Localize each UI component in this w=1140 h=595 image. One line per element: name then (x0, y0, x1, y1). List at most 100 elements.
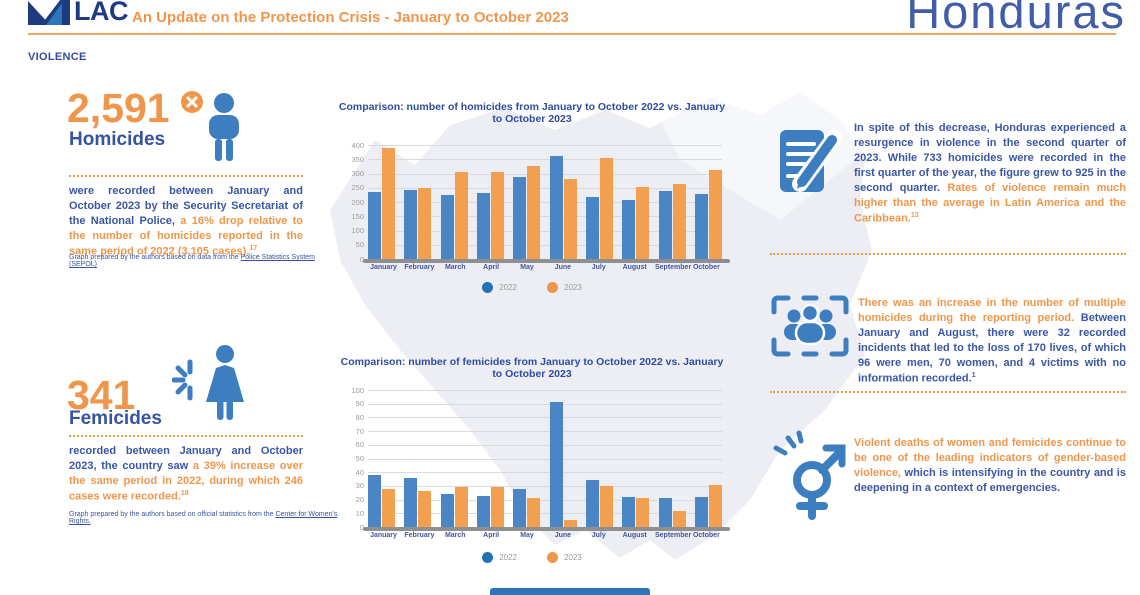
header-divider (28, 33, 1116, 35)
bar-2023-march (454, 171, 468, 259)
bar-group-june (549, 402, 577, 527)
month-label: March (444, 264, 466, 271)
femicides-source-note: Graph prepared by the authors based on o… (69, 511, 339, 525)
month-label: January (370, 532, 397, 539)
month-label: August (622, 264, 647, 271)
homicides-chart-title: Comparison: number of homicides from Jan… (338, 101, 726, 125)
bar-group-may (513, 488, 541, 527)
logo-text: LAC (74, 0, 129, 26)
bar-2023-september (672, 184, 686, 259)
bar-2023-may (527, 498, 541, 527)
bar-2022-october (694, 194, 708, 259)
source-link[interactable]: Center for Women's Rights. (69, 511, 338, 525)
y-axis-tick-label: 70 (355, 426, 364, 436)
y-axis-tick-label: 100 (351, 226, 364, 235)
y-axis-tick-label: 400 (351, 140, 364, 150)
bar-2022-april (476, 495, 490, 527)
bar-group-april (476, 487, 504, 527)
bar-2022-july (585, 197, 599, 259)
bar-2022-september (658, 190, 672, 259)
page-title: An Update on the Protection Crisis - Jan… (132, 9, 569, 26)
month-label: October (692, 532, 720, 539)
bar-group-march (440, 487, 468, 527)
bar-2023-september (672, 510, 686, 527)
legend-dot (547, 282, 558, 293)
bar-2023-april (490, 487, 504, 527)
bar-group-october (694, 484, 722, 527)
footnote-ref: 1 (971, 371, 976, 379)
text-segment: Between January and August, there were 3… (858, 311, 1126, 385)
gridline (368, 173, 722, 175)
bar-group-january (368, 148, 395, 259)
x-axis-line (363, 527, 730, 531)
dotted-divider (69, 435, 303, 437)
bar-group-september (658, 498, 686, 527)
logo: LAC (28, 0, 129, 26)
bar-group-march (440, 171, 468, 259)
bar-2022-march (440, 494, 454, 527)
femicides-chart-month-axis: January February March April May June July Augu… (368, 532, 722, 539)
bar-group-august (622, 187, 650, 259)
gender-violence-text: Violent deaths of women and femicides co… (854, 436, 1126, 496)
bar-2023-february (418, 491, 432, 527)
bar-2022-february (404, 190, 418, 259)
dotted-divider (770, 391, 1126, 393)
text-segment: recorded between January and October 202… (69, 445, 303, 472)
month-label: February (404, 264, 435, 271)
x-axis-line (363, 259, 730, 263)
femicides-label: Femicides (69, 408, 162, 429)
legend-label: 2022 (499, 553, 517, 562)
bar-2023-june (563, 520, 577, 527)
month-label: February (404, 532, 435, 539)
month-label: January (370, 264, 397, 271)
source-link[interactable]: Police Statistics System (SEPOL) (69, 254, 315, 268)
dotted-divider (770, 253, 1126, 255)
bar-2022-may (513, 488, 527, 527)
month-label: April (483, 532, 500, 539)
y-axis-tick-label: 10 (355, 508, 364, 518)
gridline (368, 244, 722, 246)
gridline (368, 458, 722, 460)
section-title-violence: VIOLENCE (28, 51, 87, 63)
month-label: October (692, 264, 720, 271)
month-label: July (591, 532, 606, 539)
footnote-ref: 18 (180, 489, 189, 497)
y-axis-tick-label: 20 (355, 495, 364, 505)
footer-bar (490, 588, 650, 595)
gridline (368, 390, 722, 391)
gender-symbol-icon (773, 430, 846, 520)
month-label: May (520, 532, 534, 539)
bar-2022-january (368, 474, 381, 527)
y-axis-tick-label: 250 (351, 183, 364, 193)
bar-2023-january (382, 148, 395, 259)
gridline (368, 403, 722, 405)
gridline (368, 513, 722, 515)
bar-2022-october (694, 496, 708, 527)
lac-logo-icon (28, 0, 70, 25)
gridline (368, 230, 722, 232)
y-axis-tick-label: 200 (351, 197, 364, 207)
homicides-source-note: Graph prepared by the authors based on d… (69, 254, 329, 268)
text-segment: were recorded between January and Octobe… (69, 185, 303, 227)
bar-2023-march (454, 487, 468, 527)
bar-group-august (622, 496, 650, 527)
y-axis-tick-label: 50 (355, 240, 364, 250)
bar-group-may (513, 165, 541, 259)
gridline (368, 216, 722, 218)
y-axis-tick-label: 300 (351, 169, 364, 178)
femicides-chart-title: Comparison: number of femicides from Jan… (340, 356, 724, 380)
text-segment: which is intensifying in the country and… (854, 466, 1126, 494)
note-pen-icon (780, 130, 842, 192)
bar-group-april (476, 172, 504, 259)
gridline (368, 499, 722, 501)
month-label: August (622, 532, 647, 539)
bar-2023-july (599, 485, 613, 527)
gridline (368, 472, 722, 474)
bar-2022-august (622, 496, 636, 527)
bar-group-september (658, 184, 686, 259)
bar-group-february (404, 188, 432, 259)
bar-2023-april (490, 172, 504, 259)
bars-area (368, 390, 722, 527)
femicides-chart-plot: 0 10 20 30 40 50 60 70 80 90 100 (351, 386, 730, 531)
